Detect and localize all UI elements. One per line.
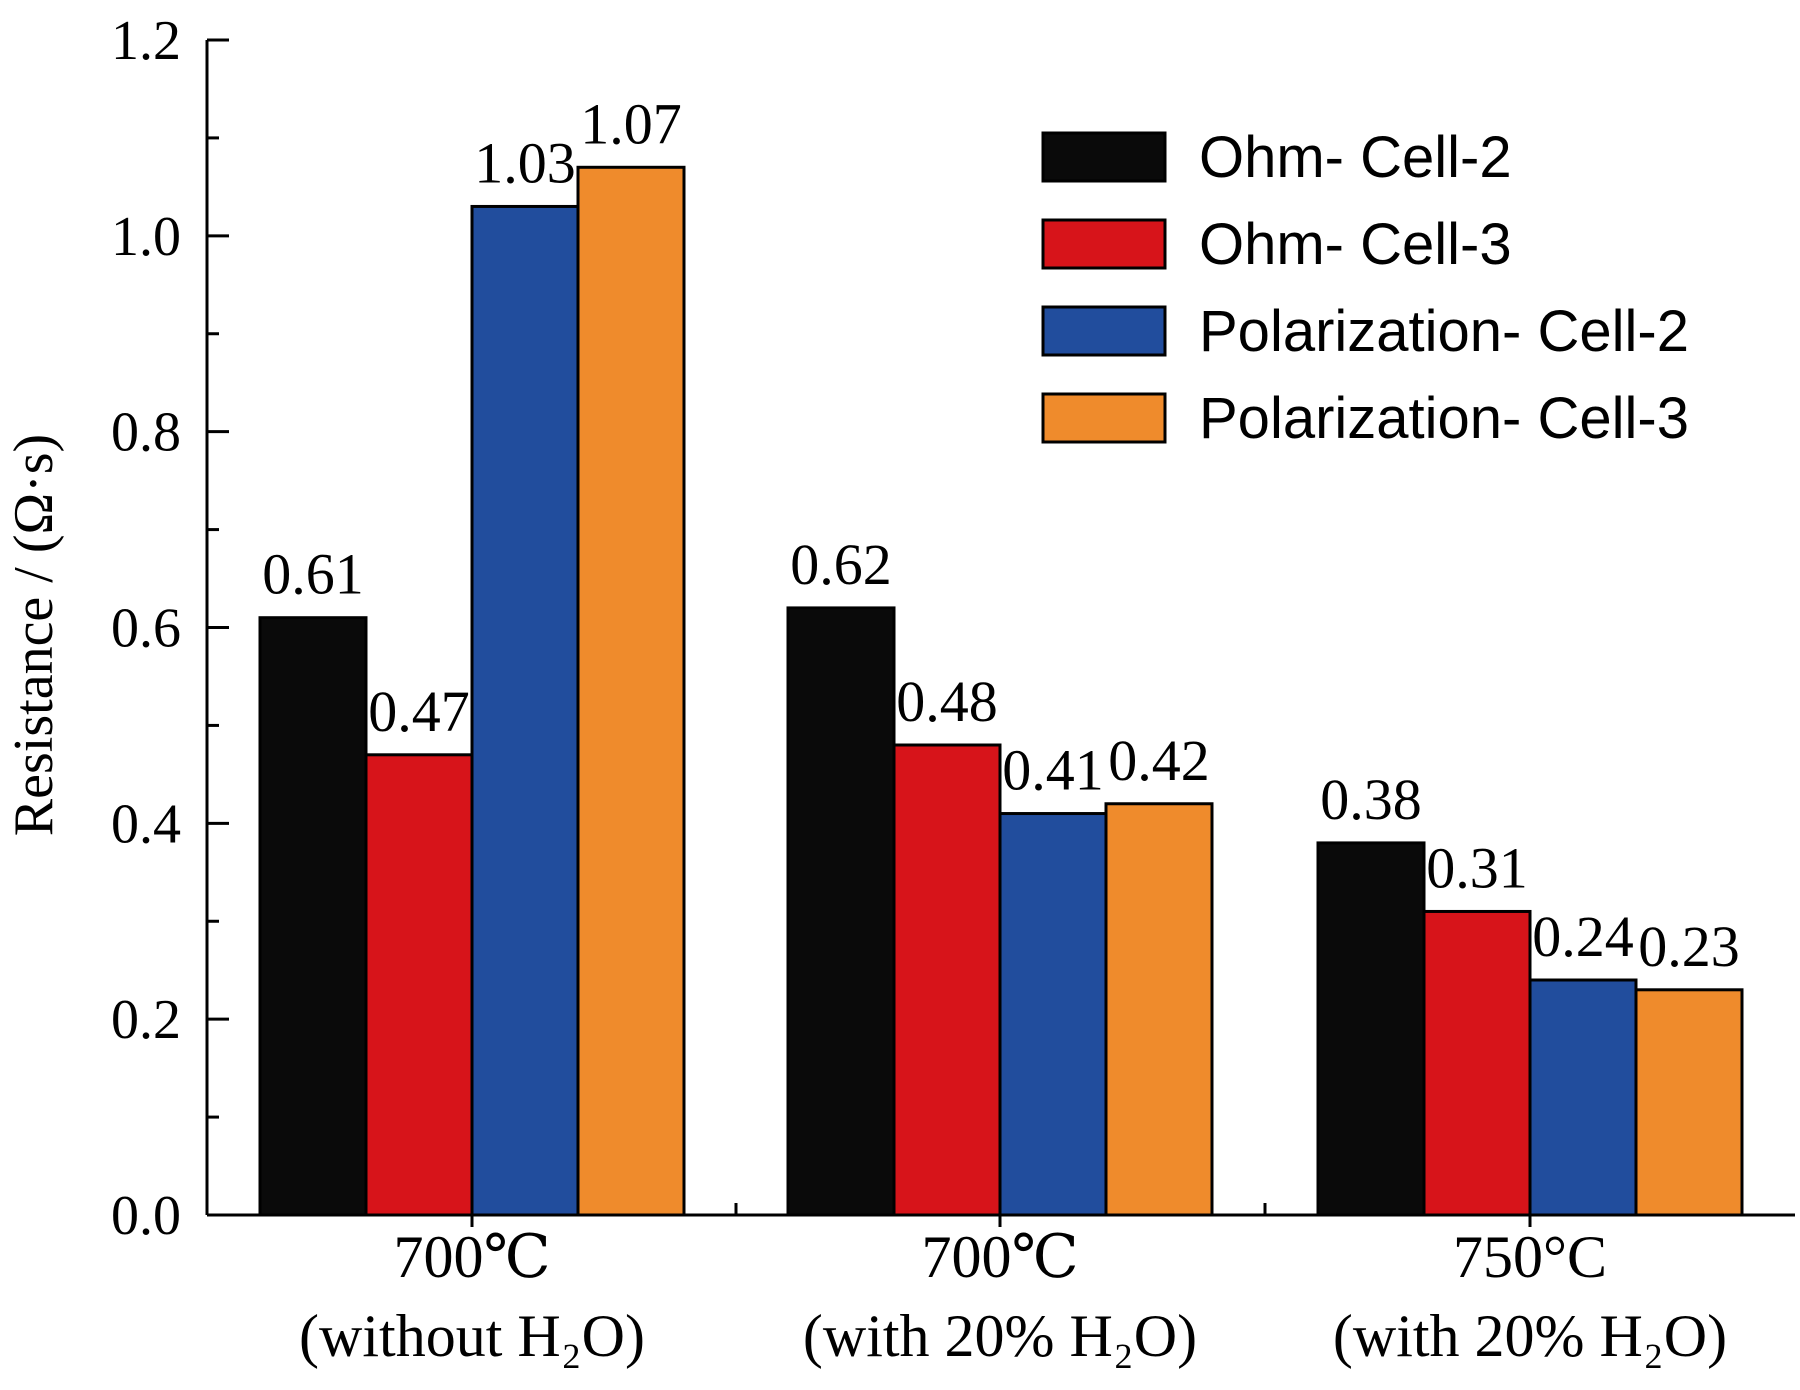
bar: [998, 812, 1108, 1217]
legend-swatch: [1041, 305, 1167, 357]
bar: [892, 743, 1002, 1217]
y-tick-label: 0.6: [111, 598, 181, 660]
bar: [576, 165, 686, 1217]
data-label: 0.62: [790, 532, 892, 597]
data-label: 0.31: [1426, 835, 1528, 900]
bar: [1528, 978, 1638, 1217]
legend-label: Polarization- Cell-3: [1199, 386, 1689, 451]
bar: [364, 753, 474, 1217]
y-tick-label: 0.8: [111, 402, 181, 464]
y-tick-label: 0.0: [111, 1185, 181, 1247]
data-label: 0.23: [1638, 914, 1740, 979]
data-label: 0.24: [1532, 904, 1634, 969]
y-tick-label: 1.0: [111, 206, 181, 268]
legend-label: Polarization- Cell-2: [1199, 299, 1689, 364]
bar: [1422, 909, 1532, 1217]
legend-label: Ohm- Cell-3: [1199, 212, 1512, 277]
y-axis-title: Resistance / (Ω·s): [3, 434, 65, 836]
data-label: 1.07: [580, 91, 682, 156]
data-label: 0.41: [1002, 738, 1104, 803]
bar: [786, 606, 896, 1217]
x-tick-label: 700℃: [393, 1224, 550, 1290]
x-tick-label: (without H₂O): [299, 1303, 645, 1369]
data-label: 0.38: [1320, 767, 1422, 832]
bar: [258, 616, 368, 1217]
x-tick-label: (with 20% H₂O): [1333, 1303, 1727, 1369]
data-label: 1.03: [474, 130, 576, 195]
y-tick-label: 0.4: [111, 793, 181, 855]
bar: [1104, 802, 1214, 1217]
data-label: 0.47: [368, 679, 470, 744]
y-tick-label: 0.2: [111, 989, 181, 1051]
legend-swatch: [1041, 218, 1167, 270]
x-tick-label: 700℃: [921, 1224, 1078, 1290]
legend-swatch: [1041, 392, 1167, 444]
bar: [1316, 841, 1426, 1217]
bar: [1634, 988, 1744, 1217]
data-label: 0.48: [896, 669, 998, 734]
y-tick-label: 1.2: [111, 10, 181, 72]
x-tick-label: (with 20% H₂O): [803, 1303, 1197, 1369]
legend-swatch: [1041, 131, 1167, 183]
bar: [470, 204, 580, 1217]
data-label: 0.61: [262, 542, 364, 607]
legend-label: Ohm- Cell-2: [1199, 125, 1512, 190]
data-label: 0.42: [1108, 728, 1210, 793]
x-tick-label: 750°C: [1453, 1224, 1607, 1290]
